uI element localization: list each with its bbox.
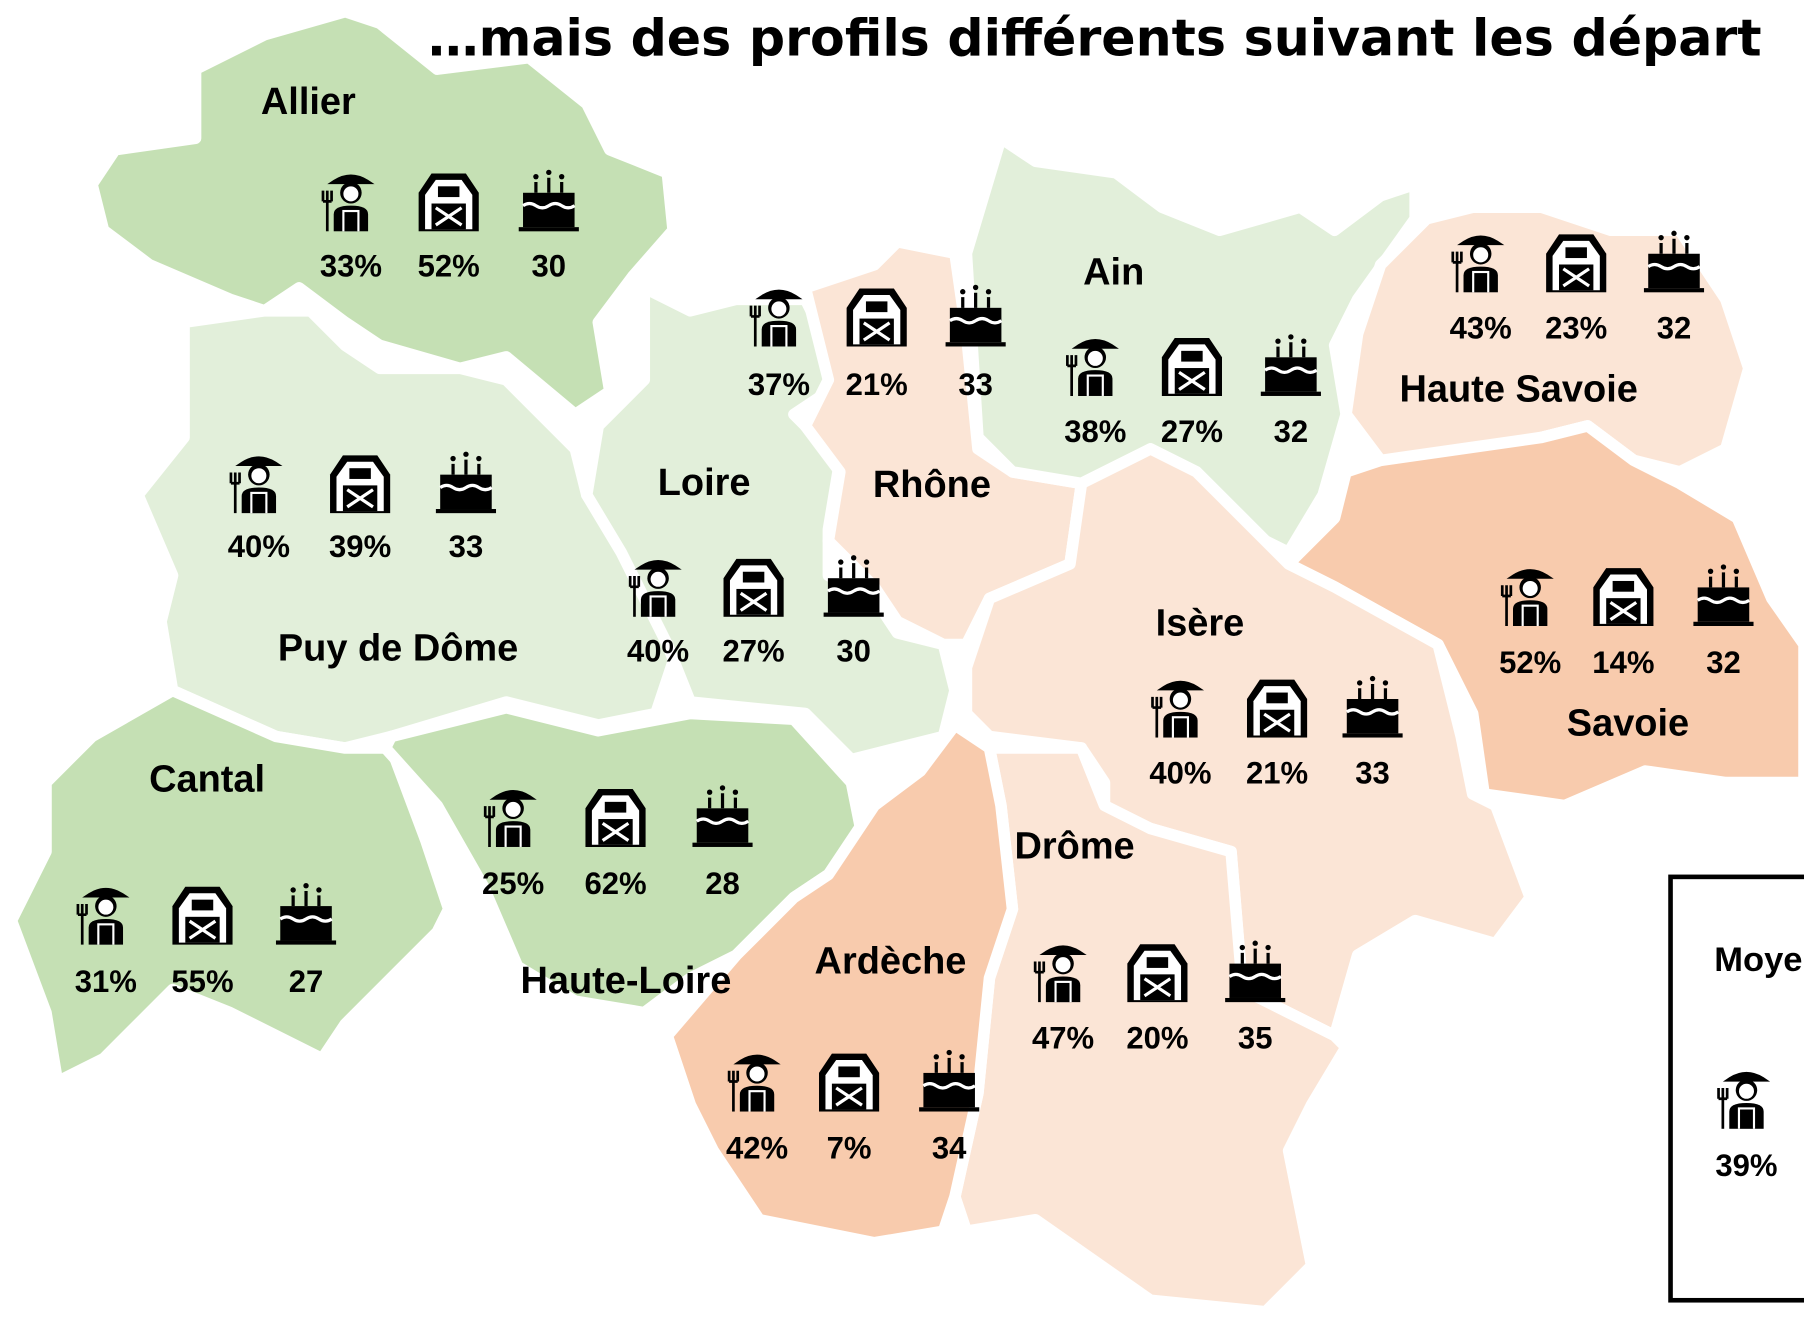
department-name: Rhône xyxy=(873,464,991,506)
stat-label: 43% xyxy=(1450,310,1512,345)
stat-label: 30 xyxy=(836,634,871,669)
stat-label: 39% xyxy=(1715,1148,1777,1183)
stat-label: 55% xyxy=(171,964,233,999)
barn-icon xyxy=(583,787,648,847)
stat-label: 35 xyxy=(1238,1020,1273,1055)
department-name: Ardèche xyxy=(815,941,967,983)
barn-icon xyxy=(1544,232,1608,293)
stat-label: 27 xyxy=(289,964,324,999)
barn-icon xyxy=(845,286,909,347)
department-name: Haute Savoie xyxy=(1399,369,1637,411)
stat-label: 39% xyxy=(329,529,391,564)
department-shape xyxy=(86,5,679,421)
stat-label: 23% xyxy=(1545,310,1607,345)
department-name: Allier xyxy=(261,81,356,123)
department-name: Drôme xyxy=(1014,825,1134,867)
departments xyxy=(5,5,1804,1318)
stat-label: 32 xyxy=(1657,310,1692,345)
stat-label: 14% xyxy=(1592,645,1654,680)
stat-label: 20% xyxy=(1126,1020,1188,1055)
stat-label: 32 xyxy=(1706,645,1741,680)
stat-label: 7% xyxy=(827,1131,872,1166)
stat-label: 21% xyxy=(1246,756,1308,791)
stat-label: 33 xyxy=(1355,756,1390,791)
department-name: Loire xyxy=(658,462,751,504)
title: …mais des profils différents suivant les… xyxy=(428,8,1762,67)
barn-icon xyxy=(817,1051,881,1112)
barn-icon xyxy=(1245,678,1309,738)
stat-label: 40% xyxy=(1149,756,1211,791)
stat-label: 38% xyxy=(1064,414,1126,449)
stat-label: 62% xyxy=(584,866,646,901)
stat-label: 30 xyxy=(532,248,567,283)
stat-label: 32 xyxy=(1274,414,1309,449)
barn-icon xyxy=(1125,942,1190,1003)
stat-label: 25% xyxy=(482,866,544,901)
barn-icon xyxy=(1591,566,1656,627)
barn-icon xyxy=(721,557,786,617)
stat-label: 42% xyxy=(726,1131,788,1166)
stat-label: 40% xyxy=(627,634,689,669)
stat-label: 21% xyxy=(846,367,908,402)
barn-icon xyxy=(170,885,235,945)
stat-label: 28 xyxy=(705,866,740,901)
department-name: Haute-Loire xyxy=(520,960,731,1002)
stat-label: 47% xyxy=(1032,1020,1094,1055)
department-name: Savoie xyxy=(1567,702,1689,744)
stat-label: 33 xyxy=(958,367,993,402)
stat-label: 33% xyxy=(320,248,382,283)
stat-label: 40% xyxy=(228,529,290,564)
department-shape xyxy=(661,719,1019,1249)
stat-label: 52% xyxy=(1499,645,1561,680)
legend-title: Moye xyxy=(1714,941,1802,979)
barn-icon xyxy=(328,453,392,514)
barn-icon xyxy=(1160,336,1224,396)
barn-icon xyxy=(417,171,481,232)
department-name: Cantal xyxy=(149,759,265,801)
stat-label: 34 xyxy=(932,1131,967,1166)
stat-label: 52% xyxy=(418,248,480,283)
department-name: Puy de Dôme xyxy=(278,628,518,670)
stat-label: 27% xyxy=(1161,414,1223,449)
stat-label: 33 xyxy=(449,529,484,564)
department-shape xyxy=(5,684,455,1088)
stat-label: 27% xyxy=(723,634,785,669)
department-name: Isère xyxy=(1156,602,1245,644)
department-shape xyxy=(132,305,685,754)
department-name: Ain xyxy=(1083,251,1144,293)
stat-label: 37% xyxy=(748,367,810,402)
stat-label: 31% xyxy=(75,964,137,999)
